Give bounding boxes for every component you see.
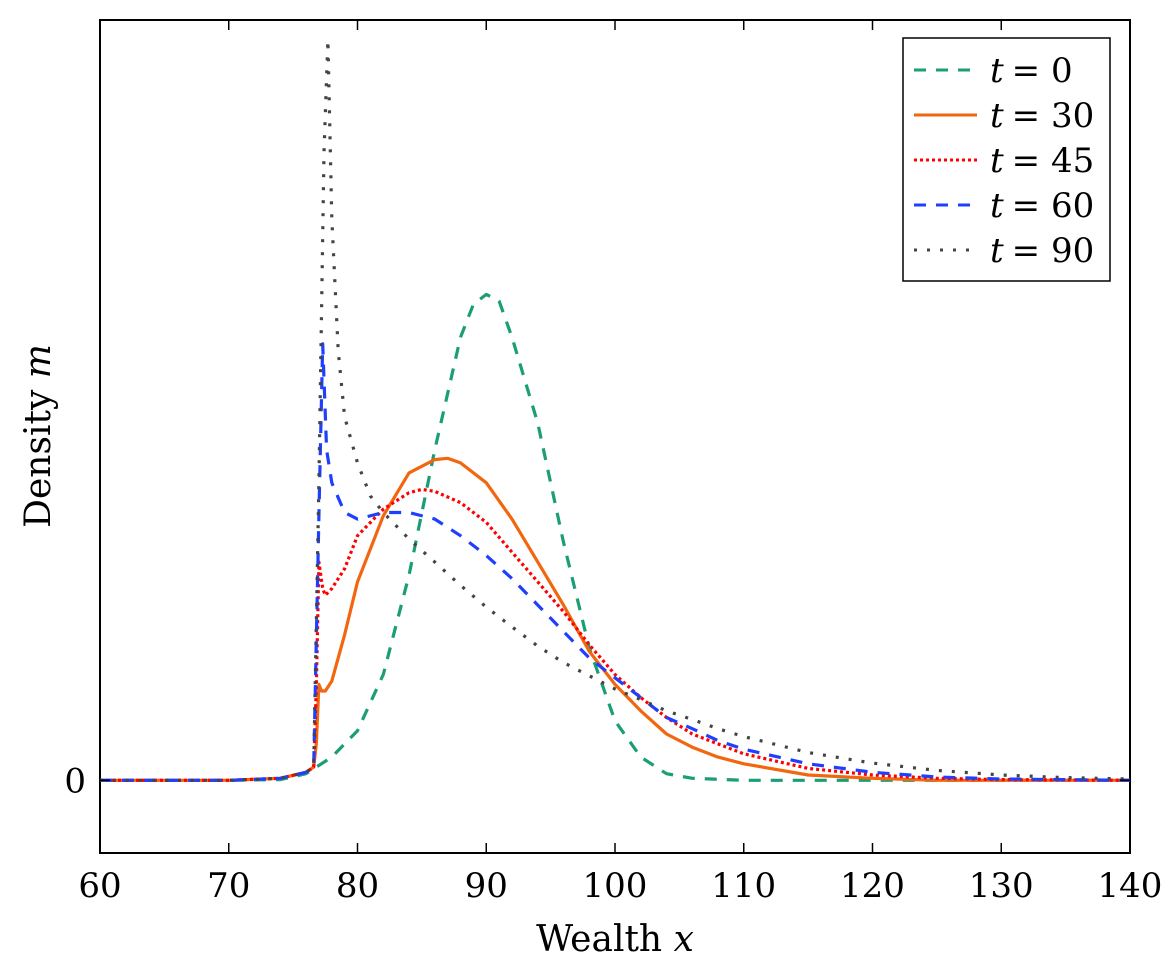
legend-var: t <box>990 231 1004 271</box>
legend-label-4: t = 90 <box>990 231 1094 271</box>
x-axis-label: Wealth x <box>536 919 694 960</box>
legend-value: = 30 <box>1012 96 1095 136</box>
ticks-layer <box>99 20 1131 853</box>
legend-value: = 0 <box>1012 51 1073 91</box>
x-tick-label: 110 <box>711 866 776 906</box>
legend-value: = 60 <box>1012 186 1095 226</box>
y-tick-label: 0 <box>64 761 86 801</box>
legend-var: t <box>990 141 1004 181</box>
x-axis-label-text: Wealth <box>536 919 673 960</box>
legend-value: = 45 <box>1012 141 1095 181</box>
series-line-3 <box>100 342 1131 782</box>
legend-value: = 90 <box>1012 231 1095 271</box>
y-axis-label-text: Density <box>18 378 59 528</box>
legend-entries: t = 0t = 30t = 45t = 60t = 90 <box>914 51 1094 271</box>
tick-labels-layer: 60 70 80 90 100 110 120 130 140 0 <box>64 761 1162 906</box>
legend-label-3: t = 60 <box>990 186 1094 226</box>
x-tick-label: 70 <box>207 866 250 906</box>
legend-label-1: t = 30 <box>990 96 1094 136</box>
legend-label-2: t = 45 <box>990 141 1094 181</box>
legend-label-0: t = 0 <box>990 51 1073 91</box>
y-axis-label: Density m <box>18 344 59 528</box>
x-tick-label: 100 <box>583 866 648 906</box>
legend: t = 0t = 30t = 45t = 60t = 90 <box>902 37 1111 282</box>
series-line-1 <box>100 456 1130 782</box>
x-tick-label: 140 <box>1098 866 1163 906</box>
legend-var: t <box>990 51 1004 91</box>
y-axis-label-var: m <box>18 344 59 378</box>
x-axis-label-var: x <box>674 919 694 960</box>
x-tick-label: 130 <box>969 866 1034 906</box>
series-line-0 <box>100 292 1130 782</box>
legend-box <box>902 37 1111 282</box>
series-line-4 <box>100 38 1131 782</box>
legend-var: t <box>990 96 1004 136</box>
x-tick-label: 120 <box>840 866 905 906</box>
legend-var: t <box>990 186 1004 226</box>
series-layer <box>100 38 1131 782</box>
x-tick-label: 60 <box>78 866 121 906</box>
x-tick-label: 90 <box>465 866 508 906</box>
x-tick-label: 80 <box>336 866 379 906</box>
